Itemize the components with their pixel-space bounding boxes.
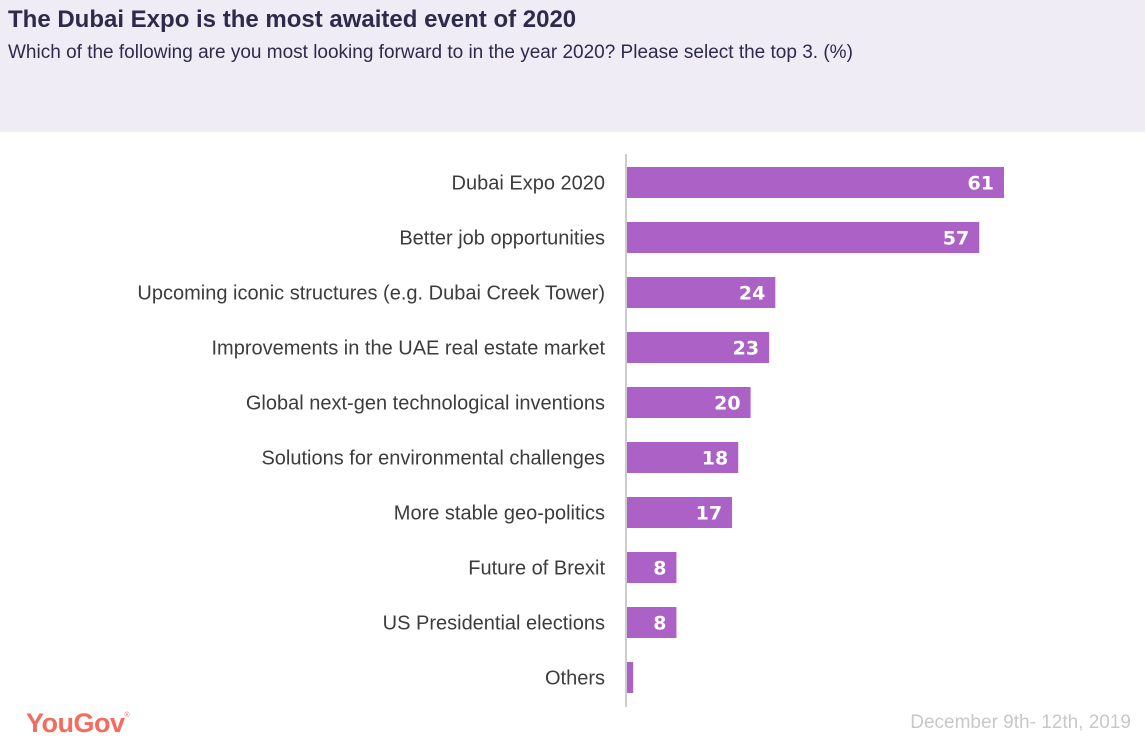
category-label: Others xyxy=(545,668,605,690)
bar xyxy=(627,497,733,528)
category-label: Solutions for environmental challenges xyxy=(261,448,605,470)
registered-mark: ® xyxy=(124,712,130,719)
category-label: Global next-gen technological inventions xyxy=(246,393,605,415)
data-label: 24 xyxy=(739,283,765,305)
category-label: Improvements in the UAE real estate mark… xyxy=(212,338,606,360)
data-label: 20 xyxy=(714,393,740,415)
chart-title: The Dubai Expo is the most awaited event… xyxy=(8,6,577,33)
survey-date: December 9th- 12th, 2019 xyxy=(910,712,1131,733)
bar xyxy=(627,552,677,583)
bar xyxy=(627,387,751,418)
category-label: US Presidential elections xyxy=(383,613,605,635)
bar xyxy=(627,662,634,693)
data-label: 18 xyxy=(702,448,728,470)
data-label: 8 xyxy=(653,613,666,635)
data-label: 23 xyxy=(733,338,759,360)
logo-text: YouGov xyxy=(26,708,125,738)
yougov-logo: YouGov® xyxy=(26,708,130,739)
bar-chart: Dubai Expo 2020 61 Better job opportunitie… xyxy=(137,154,1004,707)
bar xyxy=(627,607,677,638)
data-label: 17 xyxy=(696,503,722,525)
bar xyxy=(627,222,980,253)
data-label: 8 xyxy=(653,558,666,580)
bar xyxy=(627,277,776,308)
bar xyxy=(627,442,739,473)
bar xyxy=(627,167,1004,198)
category-label: More stable geo-politics xyxy=(394,503,605,525)
data-label: 57 xyxy=(943,228,969,250)
category-label: Better job opportunities xyxy=(399,228,605,250)
category-label: Future of Brexit xyxy=(468,558,605,580)
data-label: 61 xyxy=(968,173,994,195)
category-label: Dubai Expo 2020 xyxy=(452,173,605,195)
category-label: Upcoming iconic structures (e.g. Dubai C… xyxy=(137,283,605,305)
header-band: The Dubai Expo is the most awaited event… xyxy=(0,0,1145,132)
bar xyxy=(627,332,770,363)
chart-subtitle: Which of the following are you most look… xyxy=(8,42,853,63)
